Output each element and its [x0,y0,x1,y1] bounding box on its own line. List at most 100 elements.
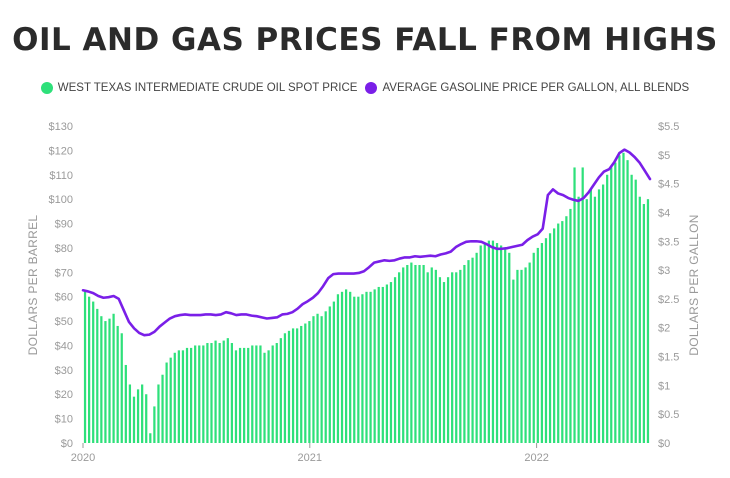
oil-bar [487,240,490,443]
oil-bar [149,433,152,443]
oil-bar [177,350,180,443]
oil-bar [614,162,617,443]
oil-bar [528,262,531,443]
left-tick-label: $40 [55,341,73,353]
right-tick-label: $5.5 [658,121,679,133]
right-tick-label: $4.5 [658,179,679,191]
oil-bar [194,345,197,443]
left-tick-label: $120 [49,145,73,157]
oil-bar [320,316,323,443]
left-tick-label: $10 [55,414,73,426]
left-tick-label: $50 [55,316,73,328]
oil-bar [377,286,380,443]
oil-bar [251,345,254,443]
legend-item-oil[interactable]: WEST TEXAS INTERMEDIATE CRUDE OIL SPOT P… [40,82,358,94]
oil-bar [312,316,315,443]
oil-bar [255,345,258,443]
oil-bar [161,374,164,443]
oil-bar [634,179,637,443]
oil-bar [626,160,629,443]
oil-bar [606,174,609,443]
oil-bar [108,318,111,443]
oil-bar [548,233,552,443]
right-tick-label: $4 [658,208,670,220]
oil-bar [344,289,348,443]
oil-bar [157,384,160,443]
x-tick-label: 2020 [71,452,95,464]
right-tick-label: $5 [658,150,670,162]
oil-bar [96,308,99,443]
oil-bar [585,199,588,443]
oil-bar [185,347,189,443]
oil-bar [536,247,539,443]
oil-bar [132,396,136,443]
oil-bar [422,264,425,443]
legend-swatch-gas [365,82,378,94]
legend-swatch-oil [40,82,53,94]
legend-label-oil: WEST TEXAS INTERMEDIATE CRUDE OIL SPOT P… [57,82,358,94]
oil-bar [459,269,462,443]
oil-bar [532,252,535,443]
oil-bar [565,216,568,443]
oil-bar [561,221,564,443]
oil-bar [471,257,474,443]
right-axis-title: DOLLARS PER GALLON [687,214,701,355]
oil-bar [646,199,650,443]
gas-line [81,148,652,337]
oil-bar [279,338,282,443]
x-tick-label: 2022 [524,452,548,464]
oil-bar [581,167,584,443]
oil-bar [291,328,295,443]
oil-bar [189,347,193,443]
oil-bar [153,406,156,443]
oil-bar [283,333,287,443]
oil-bar [222,340,225,443]
right-tick-label: $1.5 [658,352,679,364]
left-tick-label: $110 [49,170,73,182]
right-tick-label: $3.5 [658,236,679,248]
oil-bar [120,333,123,443]
oil-bar [557,223,560,443]
oil-bar [438,277,442,443]
oil-bar [173,352,176,443]
oil-bar [169,357,172,443]
legend-label-gas: AVERAGE GASOLINE PRICE PER GALLON, ALL B… [382,82,690,94]
left-tick-label: $130 [49,121,73,133]
oil-bar [304,323,307,443]
oil-bar [206,343,209,443]
right-axis-ticks: $0 $0.5 $1 $1.5 $2 $2.5 $3 $3.5 $4 $4.5 $5 $5.5 [658,121,679,450]
oil-bar [577,196,580,443]
oil-bar [467,260,470,443]
oil-bar [243,347,246,443]
oil-bar [259,345,262,443]
oil-bar [226,338,229,443]
oil-bar [300,325,303,443]
oil-bar [418,264,421,443]
oil-bar [202,345,205,443]
oil-bar [430,267,433,443]
oil-bar [402,267,405,443]
oil-bar [381,286,384,443]
oil-bar [434,269,437,443]
left-tick-label: $80 [55,243,73,255]
oil-bar [491,240,495,443]
oil-bar [324,311,327,443]
oil-bar [247,347,250,443]
left-tick-label: $20 [55,389,73,401]
oil-bar [100,316,103,443]
oil-bar [88,296,91,443]
legend-item-gas[interactable]: AVERAGE GASOLINE PRICE PER GALLON, ALL B… [365,82,689,94]
oil-bar [553,228,556,443]
oil-bar [483,243,486,443]
oil-bar [504,247,507,443]
oil-bar [446,277,450,443]
oil-bar [495,243,499,443]
oil-bar [181,350,185,443]
oil-bar [263,352,266,443]
left-axis-ticks: $0 $10 $20 $30 $40 $50 $60 $70 $80 $90 $100 $110 $12… [49,121,73,450]
oil-bar [589,189,592,443]
oil-bar [287,330,291,443]
oil-bar [353,296,356,443]
oil-bar [369,291,372,443]
